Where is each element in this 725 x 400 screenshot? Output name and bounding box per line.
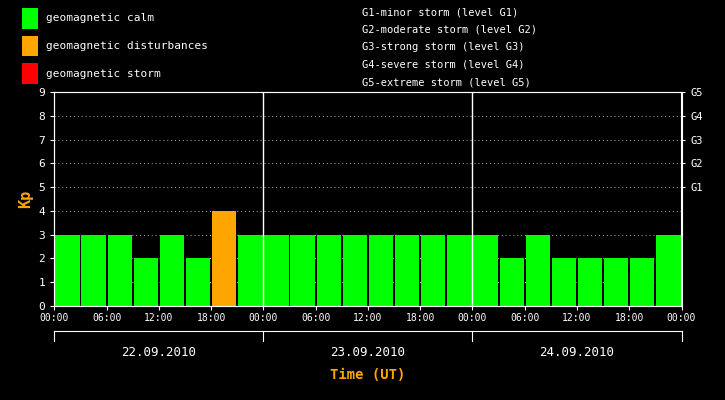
Bar <box>578 258 602 306</box>
Bar <box>81 235 106 306</box>
Bar <box>212 211 236 306</box>
Bar <box>630 258 655 306</box>
Bar <box>526 235 550 306</box>
Bar <box>395 235 419 306</box>
Bar <box>265 235 289 306</box>
Bar <box>160 235 184 306</box>
Text: Time (UT): Time (UT) <box>331 368 405 382</box>
Bar <box>447 235 471 306</box>
Bar <box>22 8 38 28</box>
Text: G1-minor storm (level G1): G1-minor storm (level G1) <box>362 7 519 17</box>
Bar <box>604 258 629 306</box>
Bar <box>239 235 262 306</box>
Text: G2-moderate storm (level G2): G2-moderate storm (level G2) <box>362 25 537 35</box>
Bar <box>317 235 341 306</box>
Bar <box>22 64 38 84</box>
Text: geomagnetic storm: geomagnetic storm <box>46 69 161 78</box>
Bar <box>656 235 681 306</box>
Text: G5-extreme storm (level G5): G5-extreme storm (level G5) <box>362 77 531 87</box>
Bar <box>291 235 315 306</box>
Bar <box>473 235 497 306</box>
Text: 22.09.2010: 22.09.2010 <box>121 346 196 359</box>
Bar <box>22 36 38 56</box>
Text: geomagnetic disturbances: geomagnetic disturbances <box>46 41 208 51</box>
Bar <box>343 235 367 306</box>
Text: 24.09.2010: 24.09.2010 <box>539 346 615 359</box>
Bar <box>500 258 523 306</box>
Text: 23.09.2010: 23.09.2010 <box>331 346 405 359</box>
Bar <box>369 235 393 306</box>
Y-axis label: Kp: Kp <box>18 190 33 208</box>
Bar <box>107 235 132 306</box>
Text: G4-severe storm (level G4): G4-severe storm (level G4) <box>362 60 525 70</box>
Bar <box>133 258 158 306</box>
Text: G3-strong storm (level G3): G3-strong storm (level G3) <box>362 42 525 52</box>
Bar <box>55 235 80 306</box>
Bar <box>552 258 576 306</box>
Bar <box>186 258 210 306</box>
Bar <box>421 235 445 306</box>
Text: geomagnetic calm: geomagnetic calm <box>46 13 154 23</box>
